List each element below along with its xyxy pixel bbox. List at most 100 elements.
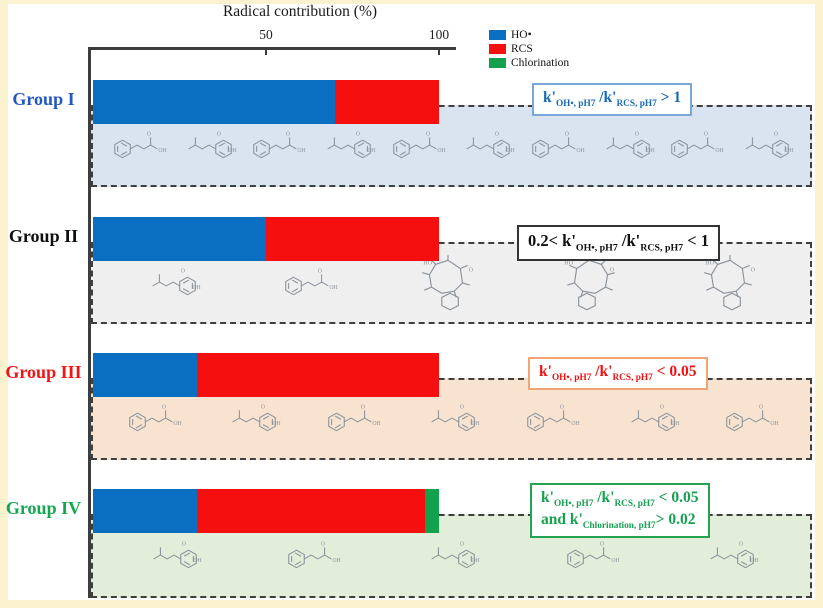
- svg-text:O: O: [162, 404, 166, 410]
- svg-text:OH: OH: [367, 148, 376, 154]
- svg-text:O: O: [317, 268, 321, 274]
- annotation-formula: 0.2< k'OH•, pH7 /k'RCS, pH7 < 1: [528, 231, 709, 254]
- svg-text:OH: OH: [273, 421, 282, 427]
- legend-label-ho: HO•: [511, 29, 532, 41]
- svg-text:O: O: [759, 404, 763, 410]
- svg-text:O: O: [565, 131, 569, 137]
- group-ii-annotation-box: 0.2< k'OH•, pH7 /k'RCS, pH7 < 1: [517, 225, 720, 262]
- svg-text:O: O: [261, 404, 265, 410]
- x-axis-tick-label-50: 50: [259, 27, 273, 42]
- molecule-structure-icon: O OH: [719, 396, 781, 444]
- svg-text:O: O: [460, 541, 464, 547]
- group-iii-annotation-box: k'OH•, pH7 /k'RCS, pH7 < 0.05: [528, 357, 708, 391]
- svg-text:O: O: [425, 131, 429, 137]
- bar-segment: [425, 489, 439, 533]
- svg-text:O: O: [704, 131, 708, 137]
- svg-text:O: O: [321, 541, 325, 547]
- bar-segment: [93, 353, 197, 397]
- x-axis-line: [89, 47, 456, 50]
- svg-text:OH: OH: [751, 558, 760, 564]
- molecule-structure-icon: O OH: [699, 533, 761, 581]
- svg-text:O: O: [634, 131, 638, 137]
- bar-segment: [196, 353, 439, 397]
- svg-text:OH: OH: [472, 558, 481, 564]
- svg-text:OH: OH: [671, 421, 680, 427]
- legend-swatch-chlorination-icon: [489, 58, 506, 68]
- svg-text:OH: OH: [646, 148, 655, 154]
- molecule-structure-icon: O OH: [246, 123, 308, 171]
- chart-title: Radical contribution (%): [222, 3, 378, 20]
- group-iv-stacked-bar: [93, 489, 439, 533]
- molecule-structure-icon: O OH: [560, 533, 622, 581]
- x-axis-tick-50: [265, 50, 267, 55]
- x-axis-tick-100: [438, 50, 440, 55]
- legend-label-chlorination: Chlorination: [511, 57, 570, 69]
- legend-swatch-rcs-icon: [489, 44, 506, 54]
- molecule-structure-icon: O OH: [734, 123, 796, 171]
- svg-text:OH: OH: [193, 558, 202, 564]
- molecule-structure-icon: O OH: [525, 123, 587, 171]
- svg-text:O: O: [609, 267, 614, 274]
- bar-segment: [266, 217, 439, 261]
- svg-text:OH: OH: [158, 148, 167, 154]
- molecule-structure-icon: O OH: [455, 123, 517, 171]
- molecule-structure-icon: O HO: [697, 255, 763, 313]
- molecule-structure-icon: O OH: [278, 260, 340, 308]
- svg-text:OH: OH: [332, 558, 341, 564]
- legend-label-rcs: RCS: [511, 43, 533, 55]
- molecule-structure-icon: O OH: [520, 396, 582, 444]
- svg-text:OH: OH: [372, 421, 381, 427]
- legend-item-chlorination: Chlorination: [489, 56, 569, 70]
- svg-text:O: O: [181, 541, 185, 547]
- molecule-structure-icon: O OH: [620, 396, 682, 444]
- annotation-formula: k'OH•, pH7 /k'RCS, pH7 < 0.05: [539, 363, 697, 384]
- svg-text:OH: OH: [329, 285, 338, 291]
- group-iv-annotation-box: k'OH•, pH7 /k'RCS, pH7 < 0.05 and k'Chlor…: [530, 483, 710, 539]
- group-i-label: Group I: [12, 89, 75, 109]
- svg-text:O: O: [147, 131, 151, 137]
- svg-text:OH: OH: [611, 558, 620, 564]
- legend: HO• RCS Chlorination: [489, 28, 569, 70]
- legend-swatch-ho-icon: [489, 30, 506, 40]
- molecule-structure-icon: O OH: [316, 123, 378, 171]
- molecule-structure-icon: O OH: [142, 533, 204, 581]
- svg-text:O: O: [361, 404, 365, 410]
- group-i-annotation-box: k'OH•, pH7 /k'RCS, pH7 > 1: [532, 83, 693, 117]
- svg-text:O: O: [180, 268, 184, 274]
- svg-text:O: O: [600, 541, 604, 547]
- svg-text:O: O: [659, 404, 663, 410]
- group-iii-label: Group III: [5, 362, 82, 382]
- svg-text:O: O: [750, 267, 755, 274]
- svg-text:O: O: [286, 131, 290, 137]
- molecule-structure-icon: O HO: [415, 255, 481, 313]
- svg-text:O: O: [216, 131, 220, 137]
- svg-text:O: O: [739, 541, 743, 547]
- molecule-structure-icon: O OH: [664, 123, 726, 171]
- svg-text:OH: OH: [571, 421, 580, 427]
- svg-text:O: O: [774, 131, 778, 137]
- svg-text:O: O: [356, 131, 360, 137]
- svg-text:OH: OH: [472, 421, 481, 427]
- group-ii-stacked-bar: [93, 217, 439, 261]
- bar-segment: [93, 489, 197, 533]
- svg-text:OH: OH: [716, 148, 725, 154]
- svg-text:OH: OH: [228, 148, 237, 154]
- group-iii-stacked-bar: [93, 353, 439, 397]
- molecule-structure-icon: O OH: [420, 533, 482, 581]
- bar-segment: [93, 80, 336, 124]
- molecule-structure-icon: O HO: [556, 255, 622, 313]
- svg-text:O: O: [495, 131, 499, 137]
- legend-item-ho: HO•: [489, 28, 569, 42]
- svg-text:HO: HO: [705, 259, 714, 266]
- molecule-structure-icon: O OH: [141, 260, 203, 308]
- bar-segment: [335, 80, 439, 124]
- molecule-structure-icon: O OH: [386, 123, 448, 171]
- group-ii-label: Group II: [8, 226, 79, 246]
- legend-item-rcs: RCS: [489, 42, 569, 56]
- molecule-structure-icon: O OH: [420, 396, 482, 444]
- group-i-stacked-bar: [93, 80, 439, 124]
- molecule-structure-icon: O OH: [221, 396, 283, 444]
- svg-text:OH: OH: [437, 148, 446, 154]
- svg-text:HO: HO: [564, 259, 573, 266]
